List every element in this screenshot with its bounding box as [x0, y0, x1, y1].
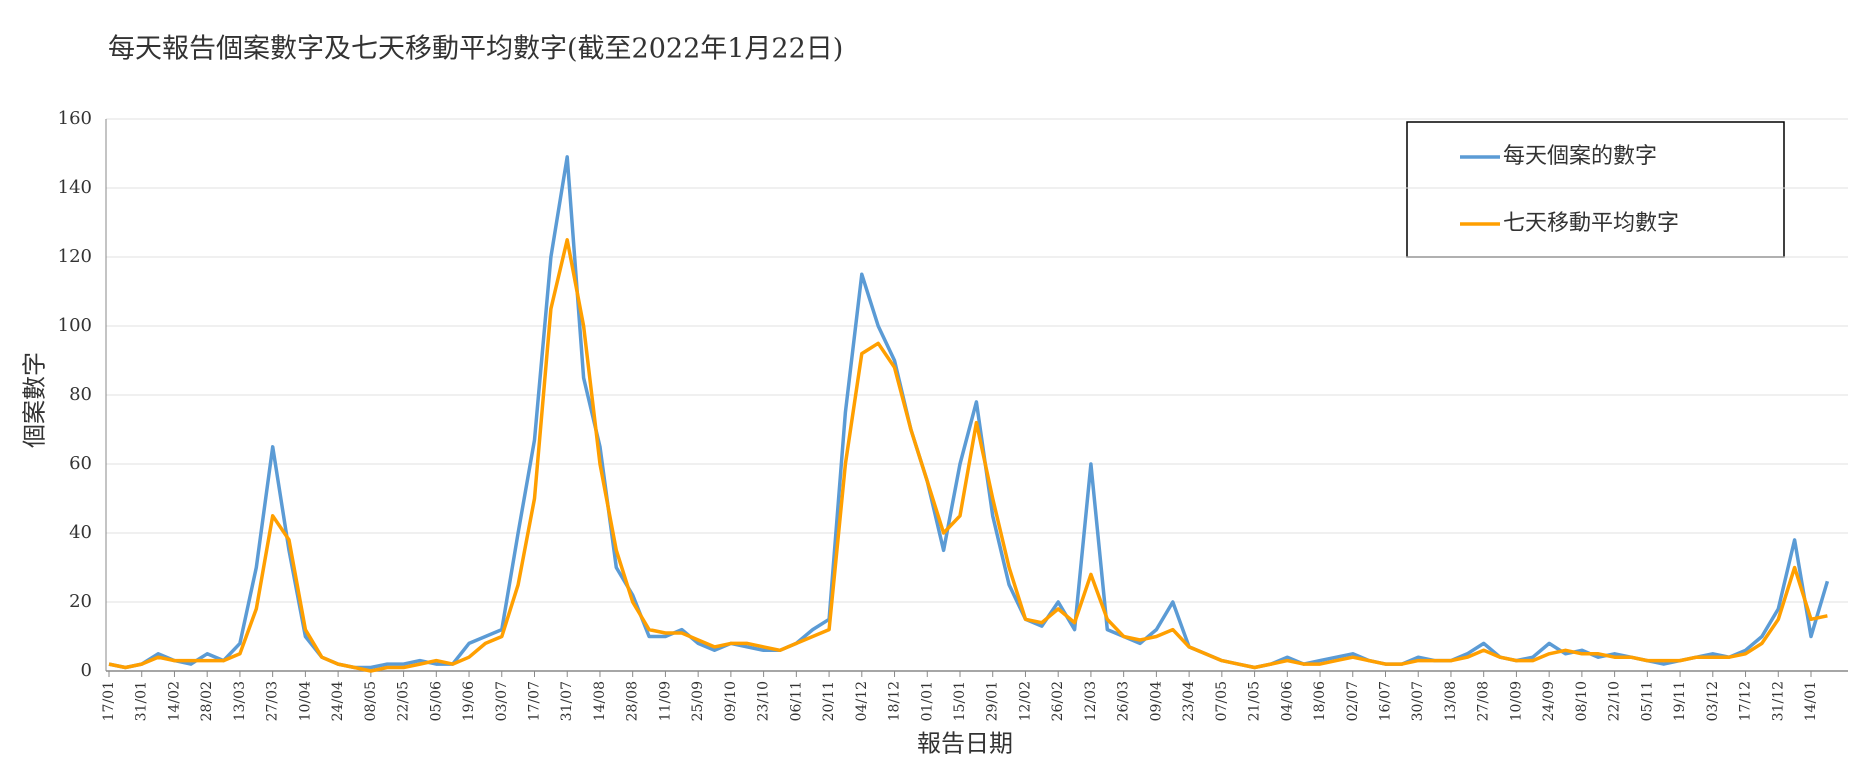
x-tick-label: 05/06 [428, 681, 444, 721]
y-tick-label: 20 [69, 591, 92, 612]
x-tick-label: 13/08 [1443, 681, 1459, 721]
x-tick-label: 31/07 [559, 681, 575, 721]
x-tick-label: 17/01 [101, 681, 117, 721]
x-tick-label: 27/08 [1476, 681, 1492, 721]
x-tick-label: 18/06 [1312, 681, 1328, 721]
series-line [108, 238, 1828, 673]
x-tick-label: 04/06 [1279, 681, 1295, 721]
legend-label: 每天個案的數字 [1503, 144, 1657, 169]
chart-title: 每天報告個案數字及七天移動平均數字(截至2022年1月22日) [108, 34, 843, 65]
x-tick-label: 24/04 [330, 681, 346, 721]
y-tick-label: 140 [58, 177, 92, 198]
x-tick-label: 26/03 [1116, 681, 1132, 721]
y-axis-title: 個案數字 [21, 352, 49, 448]
y-tick-label: 100 [58, 315, 92, 336]
x-tick-label: 25/09 [690, 681, 706, 721]
x-tick-label: 24/09 [1541, 681, 1557, 721]
x-tick-label: 22/05 [396, 681, 412, 721]
x-tick-label: 18/12 [887, 681, 903, 721]
x-tick-label: 13/03 [232, 681, 248, 721]
x-tick-label: 27/03 [265, 681, 281, 721]
y-tick-label: 40 [69, 522, 92, 543]
x-tick-label: 30/07 [1410, 681, 1426, 721]
x-tick-label: 14/08 [592, 681, 608, 721]
x-tick-label: 11/09 [657, 681, 673, 721]
x-tick-label: 10/09 [1508, 681, 1524, 721]
x-tick-label: 17/12 [1738, 681, 1754, 721]
x-tick-label: 05/11 [1639, 681, 1655, 721]
x-tick-label: 08/05 [363, 681, 379, 721]
x-tick-label: 12/02 [1017, 681, 1033, 721]
x-tick-label: 20/11 [821, 681, 837, 721]
x-tick-label: 14/02 [166, 681, 182, 721]
x-tick-label: 12/03 [1083, 681, 1099, 721]
x-tick-label: 14/01 [1803, 681, 1819, 721]
x-tick-label: 10/04 [297, 681, 313, 721]
x-tick-label: 23/04 [1181, 681, 1197, 721]
x-tick-label: 03/07 [494, 681, 510, 721]
x-tick-label: 19/06 [461, 681, 477, 721]
x-tick-label: 07/05 [1214, 681, 1230, 721]
x-tick-label: 22/10 [1607, 681, 1623, 721]
y-tick-label: 60 [69, 453, 92, 474]
y-tick-label: 0 [81, 660, 92, 681]
y-tick-label: 160 [58, 108, 92, 129]
x-tick-label: 09/10 [723, 681, 739, 721]
legend-label: 七天移動平均數字 [1503, 211, 1679, 236]
y-tick-label: 120 [58, 246, 92, 267]
x-tick-label: 02/07 [1345, 681, 1361, 721]
x-tick-label: 26/02 [1050, 681, 1066, 721]
x-tick-label: 16/07 [1378, 681, 1394, 721]
x-tick-label: 28/02 [199, 681, 215, 721]
x-tick-label: 04/12 [854, 681, 870, 721]
x-tick-label: 21/05 [1247, 681, 1263, 721]
x-tick-label: 23/10 [756, 681, 772, 721]
x-tick-label: 15/01 [952, 681, 968, 721]
x-tick-label: 29/01 [985, 681, 1001, 721]
y-tick-label: 80 [69, 384, 92, 405]
x-tick-label: 06/11 [788, 681, 804, 721]
legend [1406, 121, 1785, 258]
x-tick-label: 03/12 [1705, 681, 1721, 721]
series-line [108, 155, 1830, 670]
x-tick-label: 28/08 [625, 681, 641, 721]
x-tick-label: 09/04 [1148, 681, 1164, 721]
x-tick-label: 31/12 [1770, 681, 1786, 721]
x-tick-label: 17/07 [527, 681, 543, 721]
x-tick-label: 19/11 [1672, 681, 1688, 721]
x-tick-label: 08/10 [1574, 681, 1590, 721]
x-axis-title: 報告日期 [917, 730, 1013, 758]
x-tick-label: 31/01 [134, 681, 150, 721]
x-tick-label: 01/01 [919, 681, 935, 721]
